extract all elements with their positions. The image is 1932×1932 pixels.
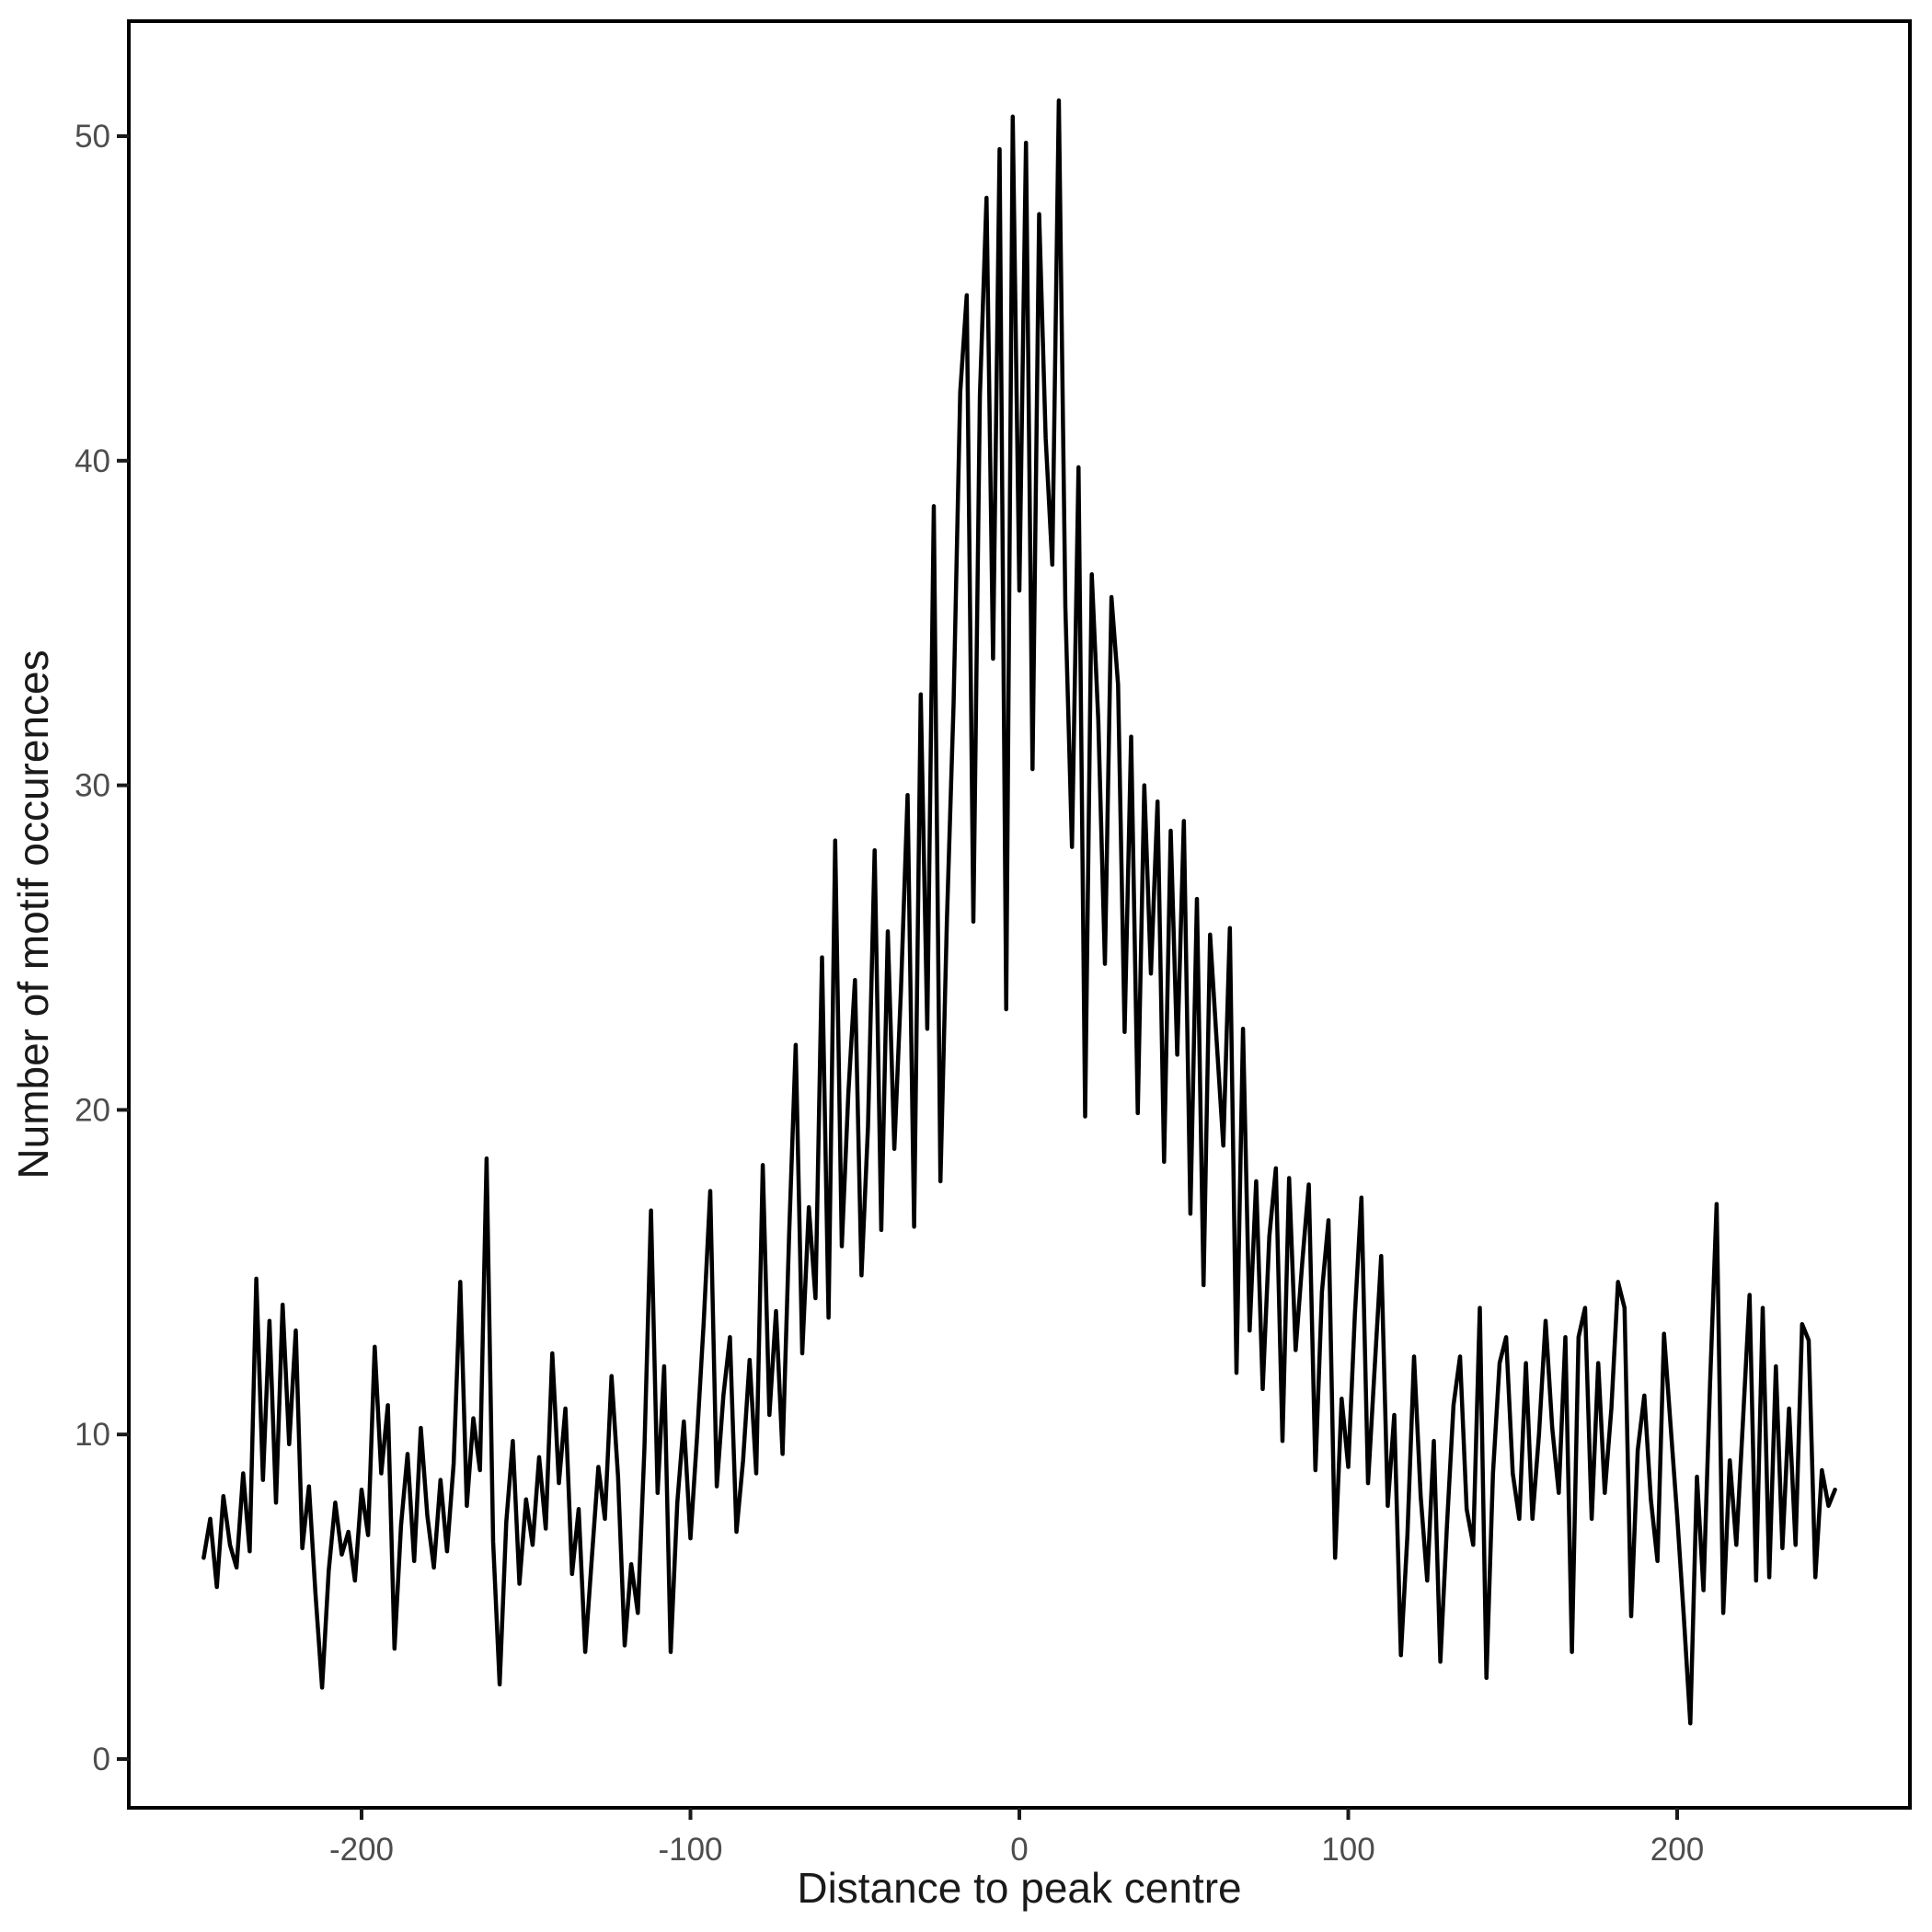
x-tick-label: -100: [658, 1832, 722, 1868]
y-tick-label: 40: [75, 443, 110, 479]
x-tick-label: -200: [329, 1832, 394, 1868]
line-series: [201, 98, 1837, 1726]
y-axis-ticks: [117, 134, 129, 1761]
x-tick-label: 0: [1010, 1832, 1028, 1868]
y-axis-tick-labels: 0 10 20 30 40 50: [75, 119, 110, 1777]
y-tick-label: 30: [75, 768, 110, 804]
y-tick-label: 10: [75, 1417, 110, 1453]
x-axis-title: Distance to peak centre: [797, 1864, 1241, 1912]
x-axis-ticks: [360, 1808, 1679, 1820]
x-tick-label: 200: [1650, 1832, 1704, 1868]
y-tick-label: 0: [93, 1742, 110, 1777]
panel-border: [127, 19, 1912, 1810]
x-tick-label: 100: [1321, 1832, 1374, 1868]
y-tick-label: 50: [75, 119, 110, 155]
y-tick-label: 20: [75, 1092, 110, 1128]
x-axis-tick-labels: -200 -100 0 100 200: [329, 1832, 1704, 1868]
y-axis-title: Number of motif occurences: [9, 650, 57, 1179]
